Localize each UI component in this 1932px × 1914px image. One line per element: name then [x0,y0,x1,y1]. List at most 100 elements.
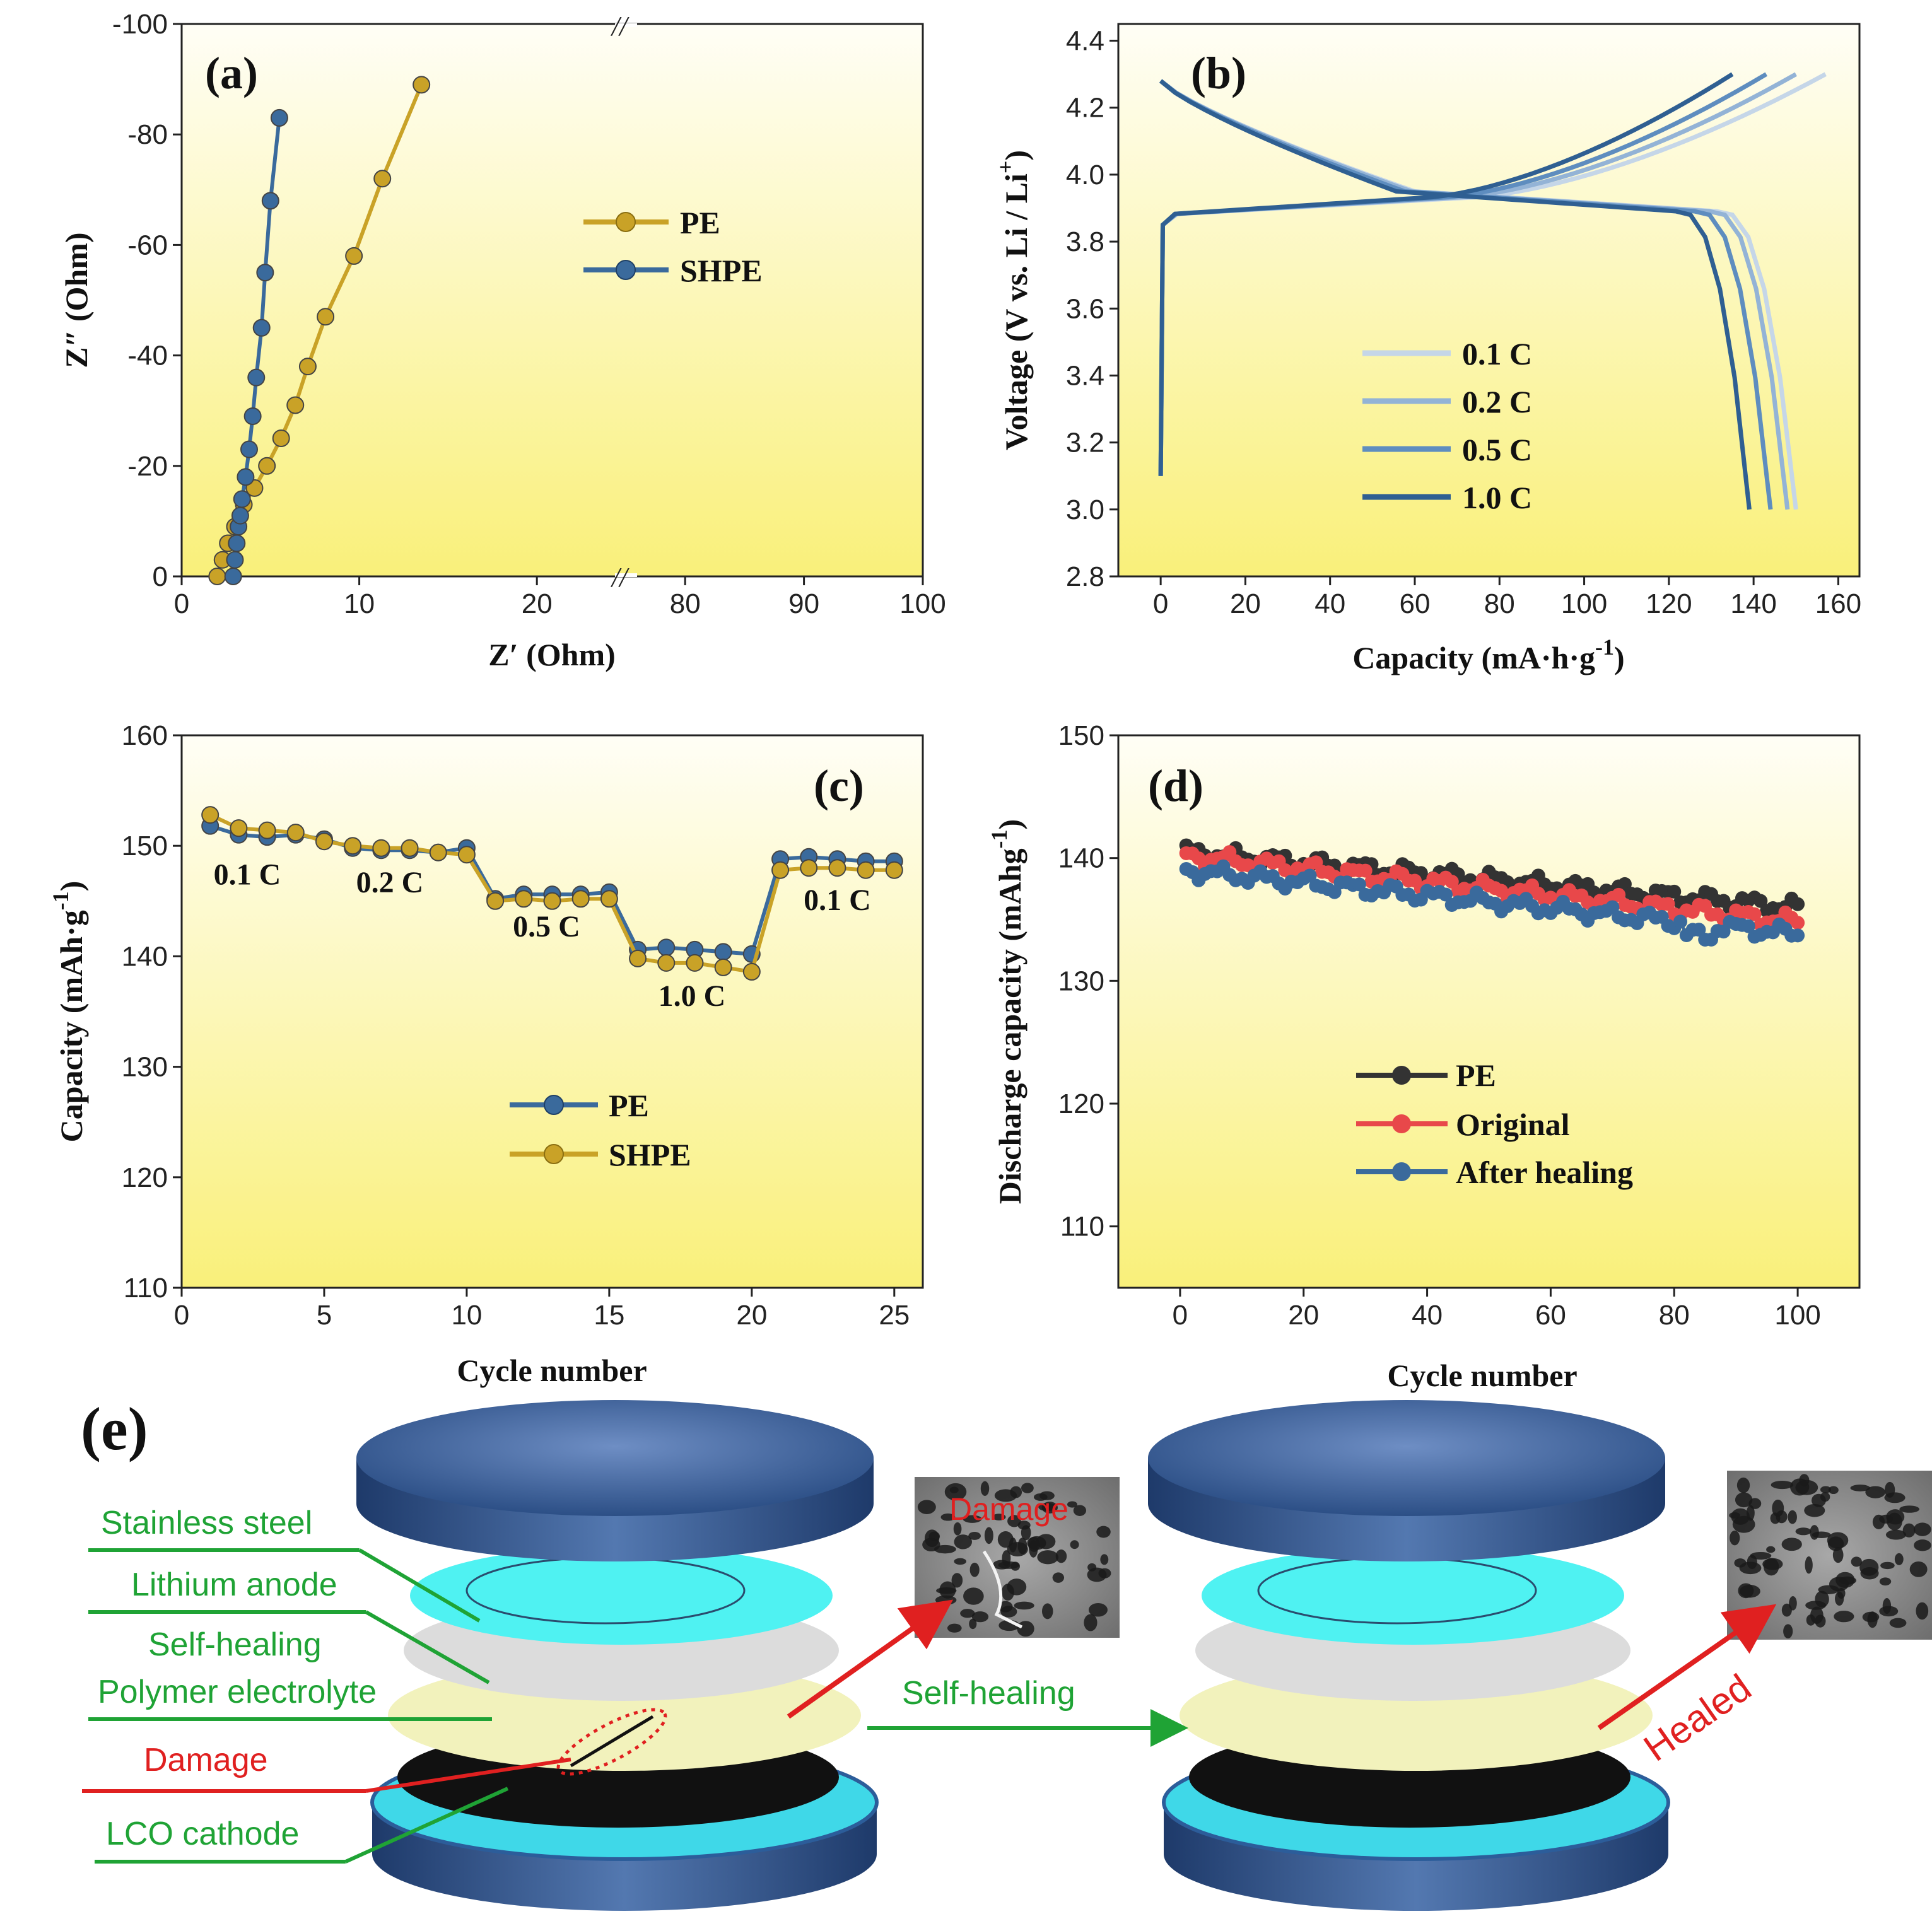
sem-pore [1788,1510,1797,1524]
panel-c-point-shpe [742,962,761,981]
sem-pore [1889,1618,1907,1628]
panel-c-xtick-label: 20 [736,1300,767,1331]
panel-d-point-1 [1612,887,1626,902]
panel-b-xtick-label: 40 [1314,588,1345,619]
panel-a-label: (a) [205,48,258,98]
panel-d-point-0 [1667,884,1682,899]
panel-c-rate-label: 0.1 C [214,858,281,892]
panel-a-point-pe [345,247,363,265]
panel-b-xtick-label: 160 [1815,588,1861,619]
legend-pe-label: PE [680,205,720,240]
sem-pore [992,1514,1006,1520]
panel-c-point-shpe [372,839,390,857]
panel-a-xtick-label: 10 [344,588,375,619]
sem-pore [1894,1553,1904,1565]
legend-d-pe-label: PE [1456,1058,1496,1093]
panel-d-xlabel: Cycle number [1387,1358,1577,1393]
sem-pore [1806,1614,1816,1626]
panel-c-point-shpe [486,892,505,910]
sem-pore [1783,1624,1793,1639]
panel-c-point-shpe [714,958,732,976]
legend-shpe-label: SHPE [680,253,763,288]
legend-shpe-marker [616,260,636,280]
panel-c-label: (c) [814,761,864,811]
panel-b-legend-label: 1.0 C [1462,480,1532,515]
panel-b-ytick-label: 3.4 [1066,360,1104,391]
panel-a-point-shpe [228,534,246,552]
sem-pore [954,1558,967,1565]
sem-pore [1850,1485,1870,1491]
panel-c-rate-labels: 0.1 C 0.2 C 0.5 C 1.0 C 0.1 C [214,858,871,1013]
legend-c-pe-label: PE [609,1088,649,1123]
sem-pore [1762,1558,1783,1570]
panel-c-point-shpe [401,839,419,857]
panel-c-plot-area [180,734,924,1289]
panel-c-series [201,806,903,981]
sem-pore [1770,1512,1781,1524]
sem-crack-line [982,1550,1023,1629]
panel-d-xtick-label: 20 [1288,1300,1319,1331]
panel-c-xtick-label: 25 [879,1300,910,1331]
panel-b-ytick-label: 3.6 [1066,293,1104,324]
leader-lco-cathode-diag [344,1787,509,1864]
sem-pore [1828,1486,1839,1495]
panel-b-label: (b) [1191,48,1246,98]
sem-pore [1038,1503,1057,1512]
sem-pore [1096,1526,1111,1538]
panel-b-xlabel-sup: -1 [1595,634,1614,660]
label-stainless-steel: Stainless steel [101,1505,312,1541]
panel-a-point-pe [413,76,431,94]
panel-b-ytick-label: 3.2 [1066,428,1104,458]
leader-damage-diag [365,1758,571,1793]
panel-b-ticks: 0 20 40 60 80 100 120 140 160 2.8 3.0 3.2 3.4 3.6 3.8 4… [1066,26,1861,619]
panel-c-legend: PE SHPE [510,1088,691,1172]
sem-pore [954,1534,972,1549]
panel-d-ytick-label: 130 [1058,966,1104,996]
sem-pore [1017,1621,1034,1637]
sem-pore [1007,1515,1021,1527]
panel-a-xtick-label: 80 [670,588,701,619]
sem-pore [969,1562,980,1577]
sem-pores-damaged [917,1481,1111,1637]
panel-d-ylabel-main: Discharge capacity (mAhg [992,848,1027,1204]
sem-pore [1067,1501,1077,1508]
panel-c-rate-label: 0.5 C [513,910,580,943]
sem-pore [1795,1479,1818,1495]
panel-a-point-shpe [243,407,262,425]
panel-c-rate-label: 1.0 C [659,979,726,1013]
panel-b-legend-label: 0.5 C [1462,432,1532,467]
damage-crack-left [570,1715,654,1768]
panel-b: 0 20 40 60 80 100 120 140 160 2.8 3.0 3.2 3.4 3.6 3.8 4… [993,23,1861,675]
panel-b-series [1158,72,1827,510]
sem-pore [1037,1550,1059,1565]
top-cap-face-right [1148,1400,1665,1516]
panel-c-point-shpe [857,861,875,879]
sem-pore [1795,1527,1812,1536]
panel-a-point-shpe [226,551,244,569]
sem-pore [998,1561,1020,1569]
panel-d: 0 20 40 60 80 100 110 120 130 140 150 (d) Cycle nu… [986,720,1861,1393]
panel-d-point-0 [1791,897,1805,911]
sem-pore [1815,1590,1829,1608]
sem-pore [917,1500,936,1514]
panel-a-ytick-label: -80 [127,119,168,150]
component-labels: Stainless steel Lithium anode Self-heali… [82,1505,571,1864]
panel-d-point-1 [1358,863,1373,878]
sem-pore [1731,1508,1750,1525]
panel-b-ylabel-main: Voltage (V vs. Li / Li [998,173,1034,450]
sem-pore [1036,1534,1056,1549]
sem-pore [1899,1505,1919,1513]
sem-pore [1815,1614,1826,1628]
panel-c-point-shpe [344,837,362,855]
sem-pore [1789,1596,1797,1611]
sem-pore [1810,1525,1819,1540]
panel-e: (e) [81,1395,1932,1911]
sem-pore [1739,1561,1762,1575]
sem-pore [1771,1481,1794,1490]
panel-c-xtick-label: 0 [174,1300,189,1331]
panel-d-point-2 [1352,877,1366,892]
legend-pe-marker [616,212,636,232]
legend-c-shpe-marker [544,1144,564,1164]
panel-c-point-shpe [286,824,305,842]
panel-b-xtick-label: 60 [1400,588,1431,619]
